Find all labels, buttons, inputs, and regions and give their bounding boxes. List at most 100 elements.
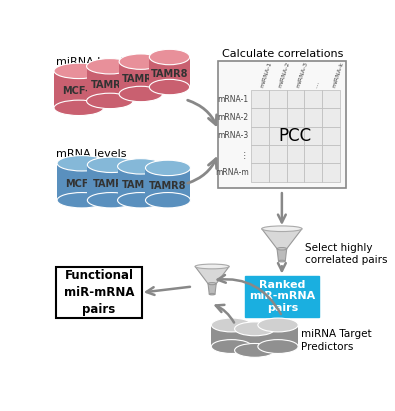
Polygon shape (235, 329, 275, 351)
Text: Functional
miR-mRNA
pairs: Functional miR-mRNA pairs (64, 269, 134, 316)
Bar (322, 90, 340, 109)
Ellipse shape (211, 318, 252, 332)
Ellipse shape (209, 293, 215, 295)
Bar (286, 127, 305, 145)
Text: TAMR4: TAMR4 (122, 74, 160, 84)
Ellipse shape (235, 322, 275, 336)
Ellipse shape (145, 160, 190, 175)
FancyArrowPatch shape (188, 100, 216, 125)
Polygon shape (87, 66, 133, 101)
Ellipse shape (87, 93, 133, 109)
Polygon shape (211, 325, 252, 346)
Ellipse shape (149, 79, 190, 95)
Polygon shape (119, 62, 162, 94)
Bar (251, 164, 269, 182)
Text: mRNA-3: mRNA-3 (217, 132, 248, 141)
Polygon shape (258, 325, 298, 346)
Bar (305, 109, 322, 127)
Bar (269, 127, 286, 145)
Text: miRNA Target
Predictors: miRNA Target Predictors (301, 329, 372, 352)
Text: miRNA levels: miRNA levels (56, 57, 129, 67)
Text: TAMR1: TAMR1 (91, 80, 128, 90)
Bar (251, 90, 269, 109)
Ellipse shape (57, 192, 107, 208)
Ellipse shape (262, 226, 302, 231)
Ellipse shape (87, 192, 135, 208)
Text: miRNA-3: miRNA-3 (295, 61, 308, 89)
FancyBboxPatch shape (218, 61, 346, 188)
Bar (286, 109, 305, 127)
Text: TAMR8: TAMR8 (151, 69, 188, 79)
Bar (305, 164, 322, 182)
Bar (286, 164, 305, 182)
Ellipse shape (87, 157, 135, 173)
FancyArrowPatch shape (218, 275, 281, 314)
Bar (251, 145, 269, 164)
Text: TAMR4: TAMR4 (122, 180, 160, 190)
FancyArrowPatch shape (216, 305, 234, 323)
Polygon shape (57, 163, 107, 200)
Bar (286, 90, 305, 109)
Ellipse shape (235, 344, 275, 357)
FancyBboxPatch shape (245, 277, 319, 316)
Bar (251, 109, 269, 127)
Ellipse shape (208, 283, 216, 285)
Text: Calculate correlations: Calculate correlations (222, 48, 343, 58)
Bar (305, 145, 322, 164)
Ellipse shape (87, 58, 133, 74)
Bar (269, 90, 286, 109)
Ellipse shape (57, 156, 107, 171)
Ellipse shape (195, 264, 229, 269)
Ellipse shape (54, 100, 103, 115)
Ellipse shape (54, 63, 103, 79)
Polygon shape (149, 57, 190, 87)
Polygon shape (208, 284, 216, 294)
Ellipse shape (119, 86, 162, 102)
Text: mRNA-1: mRNA-1 (217, 95, 248, 104)
Bar (322, 164, 340, 182)
Bar (305, 127, 322, 145)
Ellipse shape (118, 192, 164, 208)
Text: Select highly
correlated pairs: Select highly correlated pairs (305, 243, 387, 265)
Ellipse shape (277, 247, 287, 250)
Ellipse shape (211, 339, 252, 353)
Text: PCC: PCC (279, 127, 312, 145)
Bar (305, 90, 322, 109)
Bar (269, 145, 286, 164)
Polygon shape (277, 249, 287, 261)
Polygon shape (262, 229, 302, 249)
Ellipse shape (119, 54, 162, 69)
Polygon shape (145, 168, 190, 200)
FancyArrowPatch shape (188, 159, 216, 183)
FancyBboxPatch shape (56, 267, 142, 318)
Text: mRNA levels: mRNA levels (56, 150, 126, 159)
Ellipse shape (118, 159, 164, 174)
Text: Ranked
miR-mRNA
pairs: Ranked miR-mRNA pairs (249, 280, 315, 313)
Text: MCF-7: MCF-7 (62, 86, 96, 96)
Text: mRNA-2: mRNA-2 (217, 113, 248, 122)
Bar (322, 127, 340, 145)
Text: miRNA-1: miRNA-1 (260, 61, 273, 89)
Text: miRNA-k: miRNA-k (331, 61, 344, 89)
Bar (251, 127, 269, 145)
Bar (269, 164, 286, 182)
Polygon shape (118, 166, 164, 200)
Bar (322, 109, 340, 127)
Text: MCF-7: MCF-7 (65, 179, 99, 189)
Text: TAMR8: TAMR8 (149, 181, 187, 191)
Polygon shape (87, 165, 135, 200)
Polygon shape (195, 266, 229, 284)
Text: miRNA-2: miRNA-2 (278, 61, 291, 89)
Ellipse shape (278, 260, 285, 262)
Text: ⋯: ⋯ (313, 81, 320, 89)
Bar (322, 145, 340, 164)
Text: ⋮: ⋮ (241, 151, 248, 160)
Bar (286, 145, 305, 164)
Bar (269, 109, 286, 127)
Polygon shape (54, 71, 103, 108)
Ellipse shape (149, 49, 190, 65)
Ellipse shape (258, 339, 298, 353)
Ellipse shape (258, 318, 298, 332)
Ellipse shape (145, 192, 190, 208)
Text: mRNA-m: mRNA-m (215, 168, 248, 177)
